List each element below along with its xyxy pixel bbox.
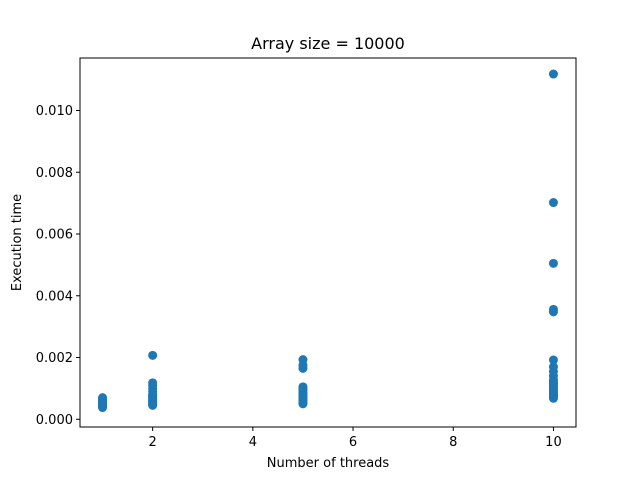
y-tick-label: 0.006 [36, 228, 73, 243]
data-point [148, 350, 158, 360]
data-point [548, 69, 558, 79]
x-tick-label: 4 [249, 435, 257, 450]
data-point [548, 355, 558, 365]
data-point [548, 362, 558, 372]
x-tick-label: 8 [449, 435, 457, 450]
data-point [98, 393, 108, 403]
x-tick-label: 2 [149, 435, 157, 450]
x-tick-label: 6 [349, 435, 357, 450]
data-point [148, 378, 158, 388]
y-axis-label: Execution time [10, 194, 25, 291]
data-point [298, 355, 308, 365]
plot-frame [79, 57, 577, 428]
y-tick-label: 0.002 [36, 351, 73, 366]
chart-title: Array size = 10000 [251, 34, 405, 53]
points-layer [98, 69, 558, 413]
x-axis-ticks: 2 4 6 8 10 [149, 427, 562, 450]
y-tick-label: 0.010 [36, 104, 73, 119]
x-axis-label: Number of threads [267, 456, 390, 471]
data-point [548, 198, 558, 208]
y-tick-label: 0.008 [36, 166, 73, 181]
data-point [548, 304, 558, 314]
x-tick-label: 10 [545, 435, 562, 450]
data-point [548, 258, 558, 268]
data-point [298, 382, 308, 392]
y-tick-label: 0.004 [36, 289, 73, 304]
y-tick-label: 0.000 [36, 413, 73, 428]
y-axis-ticks: 0.000 0.002 0.004 0.006 0.008 0.010 [36, 104, 80, 428]
